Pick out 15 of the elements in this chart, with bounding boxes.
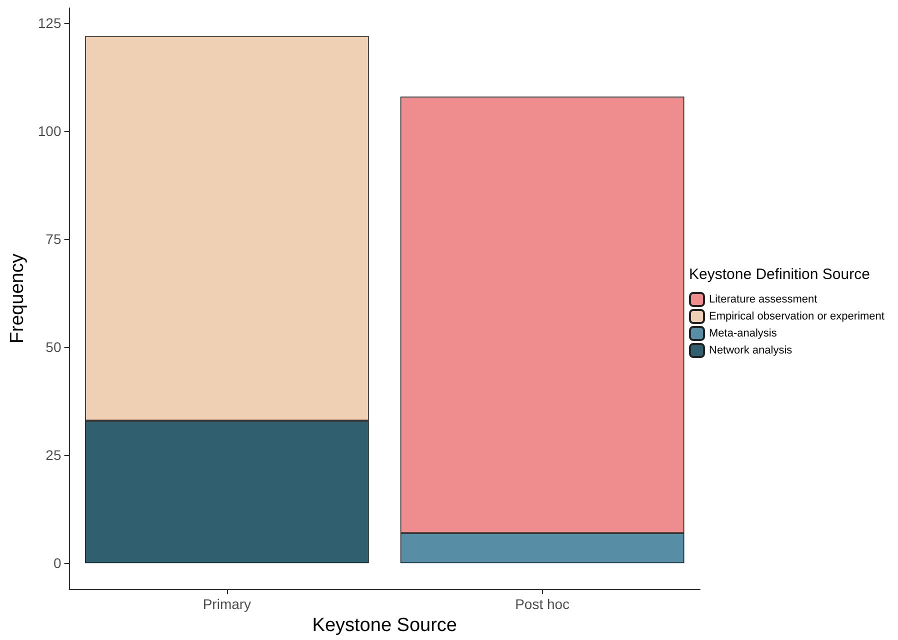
y-tick-label: 0 [53,555,62,572]
legend-label: Literature assessment [709,294,818,306]
x-axis-title: Keystone Source [312,615,457,636]
x-tick-label: Primary [202,596,252,612]
y-tick-label: 25 [46,447,62,464]
x-tick-label: Post hoc [515,596,570,612]
legend-title: Keystone Definition Source [689,266,870,283]
y-axis-title: Frequency [7,253,28,344]
y-tick-label: 100 [38,123,62,140]
legend-label: Empirical observation or experiment [709,310,884,322]
y-tick-label: 50 [46,339,62,356]
y-tick-label: 125 [38,15,62,32]
y-tick-label: 75 [46,231,62,248]
legend-label: Meta-analysis [709,328,778,340]
legend-label: Network analysis [709,344,793,356]
